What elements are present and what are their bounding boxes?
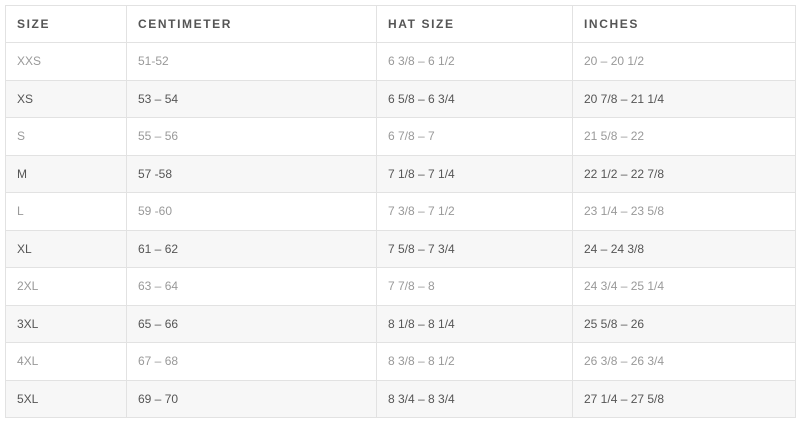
hat-size-cell: 7 3/8 – 7 1/2	[376, 192, 573, 231]
header-row: SIZE CENTIMETER HAT SIZE INCHES	[5, 5, 796, 43]
centimeter-cell: 57 -58	[126, 154, 377, 193]
table-row: 4XL 67 – 68 8 3/8 – 8 1/2 26 3/8 – 26 3/4	[5, 342, 796, 381]
size-cell: 4XL	[5, 342, 127, 381]
header-hat-size: HAT SIZE	[376, 5, 573, 43]
inches-cell: 25 5/8 – 26	[572, 304, 796, 343]
inches-cell: 21 5/8 – 22	[572, 117, 796, 156]
hat-size-cell: 6 5/8 – 6 3/4	[376, 79, 573, 118]
header-size: SIZE	[5, 5, 127, 43]
hat-size-cell: 6 3/8 – 6 1/2	[376, 42, 573, 81]
table-row: 5XL 69 – 70 8 3/4 – 8 3/4 27 1/4 – 27 5/8	[5, 379, 796, 418]
table-row: 2XL 63 – 64 7 7/8 – 8 24 3/4 – 25 1/4	[5, 267, 796, 306]
hat-size-cell: 8 3/4 – 8 3/4	[376, 379, 573, 418]
inches-cell: 20 – 20 1/2	[572, 42, 796, 81]
table-row: S 55 – 56 6 7/8 – 7 21 5/8 – 22	[5, 117, 796, 156]
centimeter-cell: 59 -60	[126, 192, 377, 231]
header-inches: INCHES	[572, 5, 796, 43]
hat-size-cell: 7 5/8 – 7 3/4	[376, 229, 573, 268]
inches-cell: 24 3/4 – 25 1/4	[572, 267, 796, 306]
table-row: L 59 -60 7 3/8 – 7 1/2 23 1/4 – 23 5/8	[5, 192, 796, 231]
hat-size-cell: 8 1/8 – 8 1/4	[376, 304, 573, 343]
hat-size-cell: 7 7/8 – 8	[376, 267, 573, 306]
table-row: XXS 51-52 6 3/8 – 6 1/2 20 – 20 1/2	[5, 42, 796, 81]
table-row: XL 61 – 62 7 5/8 – 7 3/4 24 – 24 3/8	[5, 229, 796, 268]
size-cell: XXS	[5, 42, 127, 81]
size-chart-table: SIZE CENTIMETER HAT SIZE INCHES XXS 51-52…	[5, 5, 796, 418]
header-centimeter: CENTIMETER	[126, 5, 377, 43]
table-row: M 57 -58 7 1/8 – 7 1/4 22 1/2 – 22 7/8	[5, 154, 796, 193]
centimeter-cell: 65 – 66	[126, 304, 377, 343]
size-cell: 2XL	[5, 267, 127, 306]
size-cell: XL	[5, 229, 127, 268]
centimeter-cell: 63 – 64	[126, 267, 377, 306]
size-cell: L	[5, 192, 127, 231]
size-cell: 3XL	[5, 304, 127, 343]
centimeter-cell: 61 – 62	[126, 229, 377, 268]
table-row: 3XL 65 – 66 8 1/8 – 8 1/4 25 5/8 – 26	[5, 304, 796, 343]
inches-cell: 24 – 24 3/8	[572, 229, 796, 268]
inches-cell: 27 1/4 – 27 5/8	[572, 379, 796, 418]
table-row: XS 53 – 54 6 5/8 – 6 3/4 20 7/8 – 21 1/4	[5, 79, 796, 118]
size-cell: 5XL	[5, 379, 127, 418]
size-cell: XS	[5, 79, 127, 118]
inches-cell: 23 1/4 – 23 5/8	[572, 192, 796, 231]
inches-cell: 26 3/8 – 26 3/4	[572, 342, 796, 381]
centimeter-cell: 55 – 56	[126, 117, 377, 156]
centimeter-cell: 67 – 68	[126, 342, 377, 381]
size-cell: S	[5, 117, 127, 156]
inches-cell: 22 1/2 – 22 7/8	[572, 154, 796, 193]
hat-size-cell: 6 7/8 – 7	[376, 117, 573, 156]
centimeter-cell: 53 – 54	[126, 79, 377, 118]
centimeter-cell: 51-52	[126, 42, 377, 81]
hat-size-cell: 8 3/8 – 8 1/2	[376, 342, 573, 381]
centimeter-cell: 69 – 70	[126, 379, 377, 418]
inches-cell: 20 7/8 – 21 1/4	[572, 79, 796, 118]
size-cell: M	[5, 154, 127, 193]
hat-size-cell: 7 1/8 – 7 1/4	[376, 154, 573, 193]
